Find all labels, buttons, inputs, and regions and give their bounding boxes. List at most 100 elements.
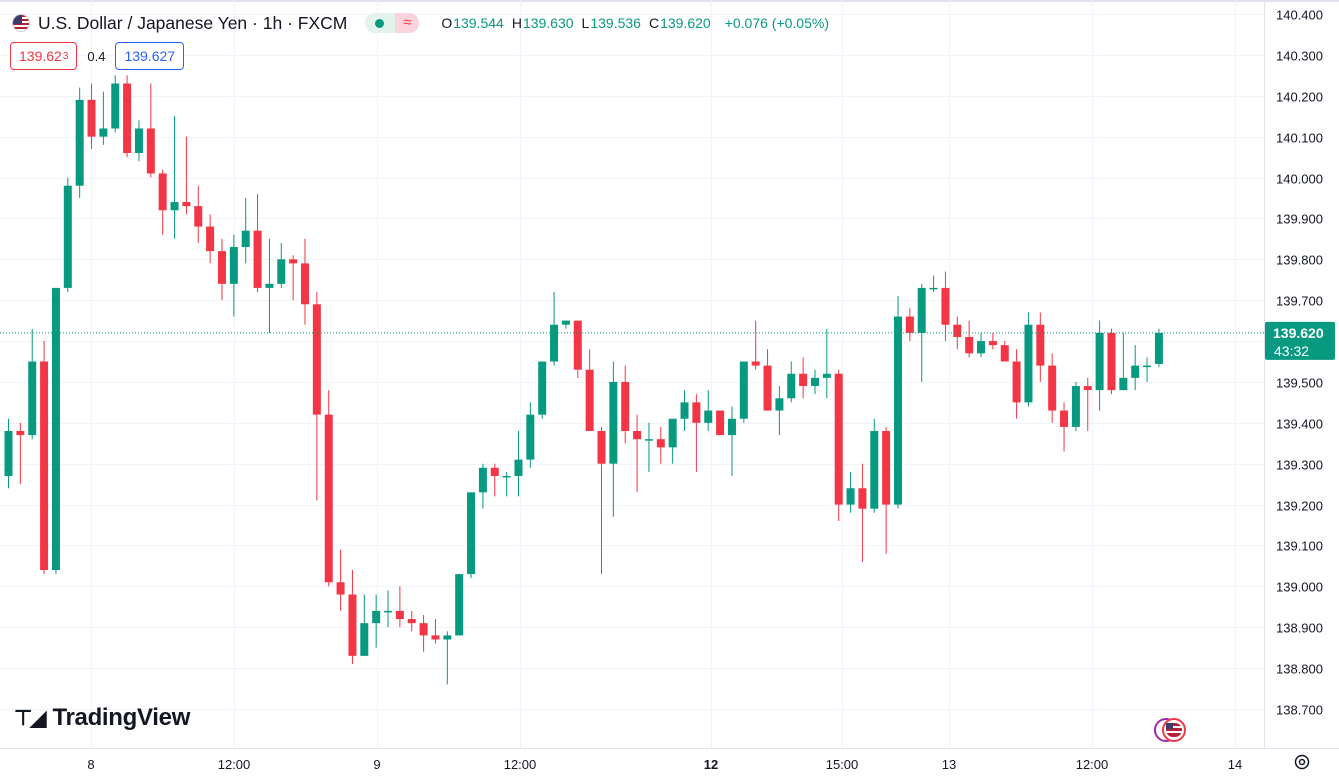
settings-gear-icon[interactable] <box>1293 753 1311 771</box>
candle-body <box>51 287 60 570</box>
candle-body <box>455 574 464 636</box>
data-delay-icon[interactable]: ≈ <box>395 13 420 33</box>
candle-body <box>822 373 831 378</box>
candle <box>763 349 772 411</box>
ohlc-change: +0.076 (+0.05%) <box>724 15 829 31</box>
sell-button[interactable]: 139.62 3 <box>10 42 78 70</box>
candle <box>870 418 879 513</box>
symbol-title[interactable]: U.S. Dollar / Japanese Yen · 1h · FXCM <box>38 12 348 33</box>
candle-body <box>858 488 867 509</box>
candle <box>478 463 487 509</box>
candle <box>538 361 547 419</box>
candle-body <box>680 402 689 419</box>
candle-body <box>16 431 25 436</box>
candle-body <box>217 251 226 284</box>
candle-body <box>514 459 523 476</box>
economic-events-icon[interactable] <box>1152 716 1188 744</box>
candle <box>336 549 345 611</box>
candle-body <box>123 83 132 153</box>
candle-body <box>241 230 250 248</box>
candle-body <box>395 610 404 620</box>
candle-body <box>621 381 630 431</box>
candle-body <box>170 202 179 211</box>
candle <box>1060 402 1069 452</box>
candle <box>277 242 286 288</box>
time-tick-label: 8 <box>87 757 94 772</box>
candle <box>229 234 238 317</box>
time-tick-label: 15:00 <box>826 757 859 772</box>
time-tick-label: 9 <box>373 757 380 772</box>
candle <box>28 328 37 440</box>
sell-price: 139.62 <box>19 48 62 64</box>
candle <box>467 492 476 579</box>
candle <box>289 255 298 301</box>
candle-body <box>644 439 653 441</box>
top-border <box>0 0 1339 2</box>
candle <box>146 83 155 178</box>
candle-body <box>277 259 286 284</box>
candle <box>75 87 84 198</box>
market-open-dot-icon[interactable] <box>365 13 396 33</box>
candle-body <box>739 361 748 419</box>
last-price-label: 139.620 43:32 <box>1265 321 1335 360</box>
candle-body <box>870 431 879 509</box>
candle <box>360 594 369 656</box>
candle <box>621 365 630 444</box>
buy-button[interactable]: 139.627 <box>115 42 185 70</box>
candle <box>514 431 523 497</box>
candle-body <box>882 431 891 505</box>
candle <box>858 463 867 562</box>
candle <box>692 394 701 472</box>
candle <box>111 75 120 133</box>
candle-body <box>63 185 72 288</box>
time-tick-label: 12 <box>704 757 718 772</box>
us-flag-icon <box>12 14 30 32</box>
candle-body <box>467 492 476 575</box>
price-tick-label: 138.700 <box>1276 703 1323 718</box>
candle-body <box>1154 332 1163 364</box>
candle <box>348 570 357 665</box>
candle-body <box>336 582 345 595</box>
candle <box>751 320 760 370</box>
price-tick-label: 139.900 <box>1276 212 1323 227</box>
candle <box>253 193 262 292</box>
candle-body <box>799 373 808 387</box>
price-scale[interactable]: 140.400 140.300 140.200 140.100 140.000 139.9… <box>1276 8 1323 718</box>
price-tick-label: 140.400 <box>1276 8 1323 23</box>
candle <box>644 422 653 472</box>
time-scale[interactable]: 8 12:00 9 12:00 12 15:00 13 12:00 14 <box>87 757 1242 772</box>
candle-body <box>407 619 416 624</box>
candle <box>217 238 226 301</box>
candle-body <box>775 398 784 411</box>
candle-body <box>348 594 357 656</box>
candle <box>561 320 570 329</box>
candle <box>1119 332 1128 391</box>
candle <box>656 426 665 464</box>
candle <box>419 614 428 652</box>
time-tick-label: 12:00 <box>1076 757 1109 772</box>
candle <box>977 332 986 358</box>
candle-body <box>763 365 772 411</box>
candle <box>704 390 713 431</box>
price-tick-label: 139.400 <box>1276 417 1323 432</box>
candle-body <box>289 259 298 264</box>
candle-body <box>443 635 452 640</box>
candle <box>40 341 49 575</box>
candle-body <box>597 431 606 464</box>
candle <box>573 320 582 378</box>
candle <box>312 292 321 501</box>
candle-body <box>1071 386 1080 427</box>
candle <box>526 402 535 468</box>
price-tick-label: 139.000 <box>1276 580 1323 595</box>
candle <box>407 610 416 632</box>
candle-body <box>158 173 167 211</box>
candle-body <box>1119 377 1128 391</box>
tradingview-logo[interactable]: ⊤◢ TradingView <box>14 704 190 732</box>
candle <box>834 369 843 521</box>
candle-body <box>75 99 84 186</box>
candle <box>395 586 404 628</box>
candle-body <box>1143 365 1152 368</box>
candle-body <box>573 320 582 370</box>
market-status[interactable]: ≈ <box>365 13 420 33</box>
